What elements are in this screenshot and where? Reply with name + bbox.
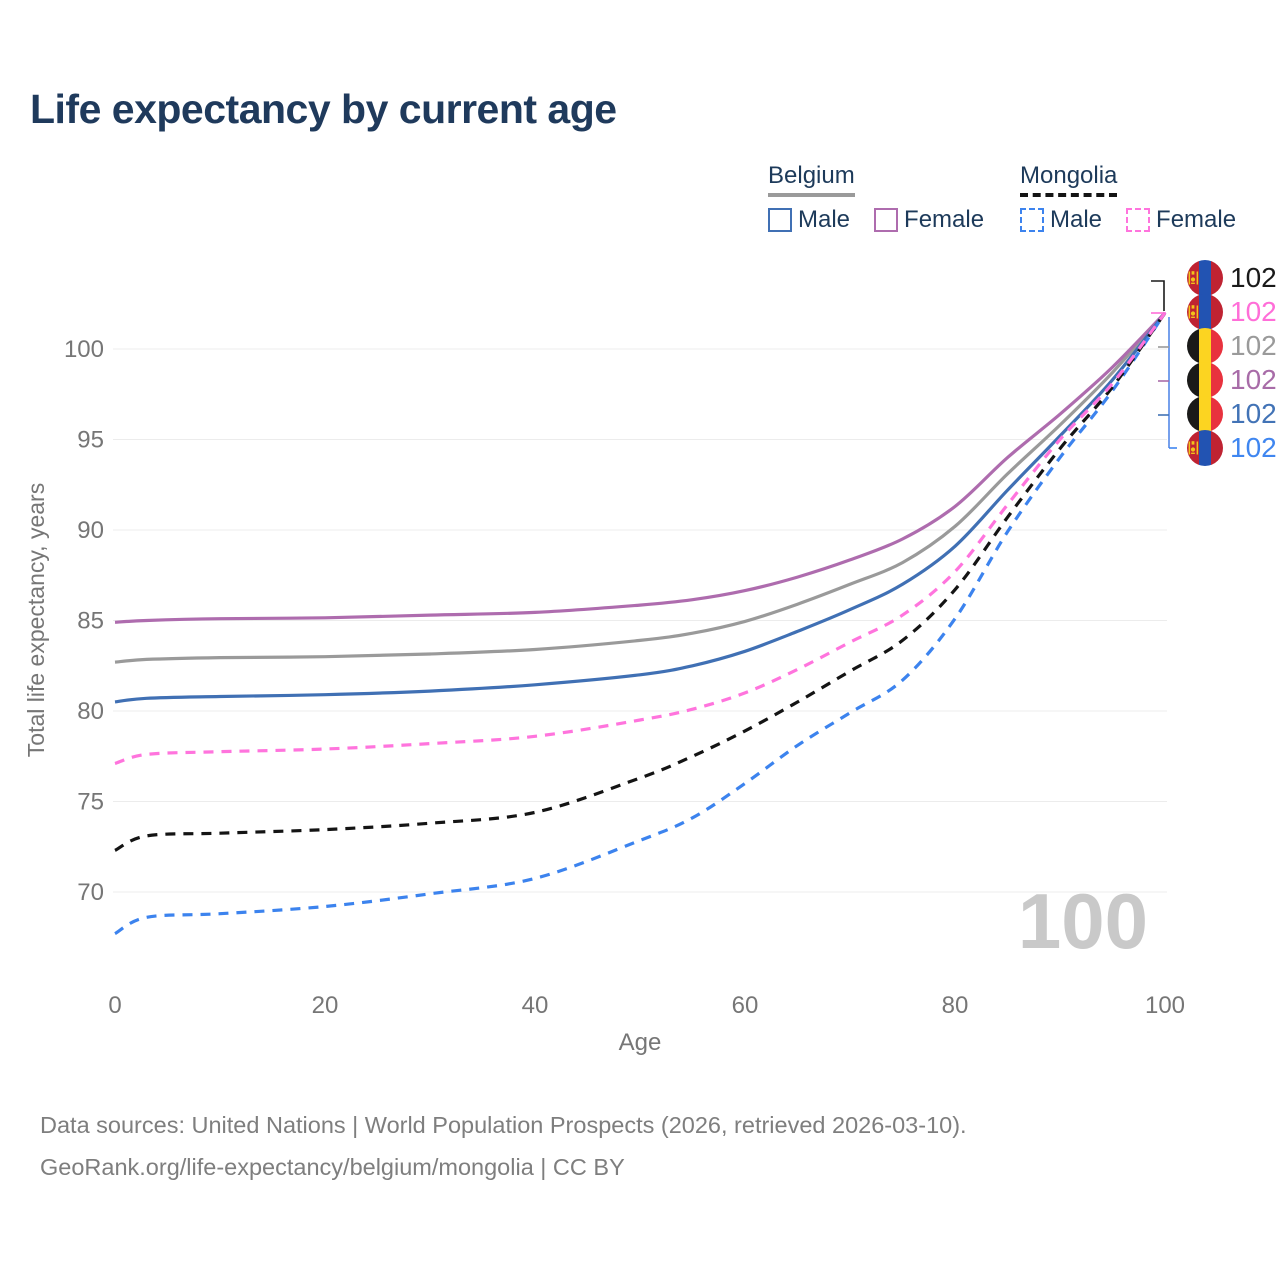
series-lines: [114, 311, 1167, 936]
y-tick-80: 80: [77, 698, 104, 725]
end-label-belgium: 102: [1187, 328, 1277, 364]
belgium-female-swatch-icon: [874, 208, 899, 232]
end-label-mongolia-male: 102: [1187, 430, 1277, 466]
mongolia-flag-icon: [1187, 430, 1223, 466]
y-tick-85: 85: [77, 608, 104, 635]
legend-items-belgium: Male Female: [768, 206, 984, 234]
series-line-belgium-both[interactable]: [114, 311, 1167, 664]
legend-item-mongolia-female[interactable]: Female: [1126, 206, 1236, 234]
end-label-mongolia: 102: [1187, 260, 1277, 296]
x-axis-title: Age: [619, 1029, 662, 1056]
data-sources-line: Data sources: United Nations | World Pop…: [40, 1112, 967, 1138]
mongolia-flag-icon: [1187, 294, 1223, 330]
legend-heading-mongolia: Mongolia: [1020, 162, 1118, 197]
series-line-mongolia-both[interactable]: [114, 311, 1167, 852]
legend-heading-belgium: Belgium: [768, 162, 855, 197]
legend-item-belgium-male[interactable]: Male: [768, 206, 850, 234]
legend-item-belgium-female[interactable]: Female: [874, 206, 984, 234]
legend-group-belgium: Belgium Male Female: [768, 162, 984, 234]
x-tick-60: 60: [732, 992, 759, 1019]
y-tick-75: 75: [77, 789, 104, 816]
legend-label: Female: [904, 206, 985, 233]
series-line-mongolia-female[interactable]: [114, 311, 1167, 766]
series-line-belgium-female[interactable]: [114, 311, 1167, 624]
end-label-belgium-female: 102: [1187, 362, 1277, 398]
footer: Data sources: United Nations | World Pop…: [40, 1104, 967, 1188]
mongolia-male-swatch-icon: [1020, 208, 1044, 232]
belgium-flag-icon: [1187, 362, 1223, 398]
legend-label: Male: [1050, 206, 1103, 233]
belgium-flag-icon: [1187, 328, 1223, 364]
age-watermark: 100: [1018, 877, 1148, 965]
belgium-flag-icon: [1187, 396, 1223, 432]
mongolia-flag-icon: [1187, 260, 1223, 296]
end-value-label: 102: [1230, 432, 1277, 463]
series-line-belgium-male[interactable]: [114, 311, 1167, 704]
y-tick-95: 95: [77, 427, 104, 454]
legend-label: Male: [798, 206, 851, 233]
belgium-male-swatch-icon: [768, 208, 792, 232]
series-line-mongolia-male[interactable]: [114, 311, 1167, 936]
leader-line: [1151, 280, 1165, 311]
leader-lines: [1151, 280, 1177, 449]
page-title: Life expectancy by current age: [30, 86, 617, 132]
end-value-label: 102: [1230, 364, 1277, 395]
attribution-line: GeoRank.org/life-expectancy/belgium/mong…: [40, 1154, 625, 1180]
legend-items-mongolia: Male Female: [1020, 206, 1236, 234]
y-tick-70: 70: [77, 879, 104, 906]
legend-label: Female: [1156, 206, 1237, 233]
y-tick-100: 100: [64, 336, 104, 363]
end-value-label: 102: [1230, 398, 1277, 429]
y-tick-90: 90: [77, 517, 104, 544]
x-tick-80: 80: [942, 992, 969, 1019]
legend-group-mongolia: Mongolia Male Female: [1020, 162, 1236, 234]
legend-item-mongolia-male[interactable]: Male: [1020, 206, 1102, 234]
x-tick-20: 20: [312, 992, 339, 1019]
end-label-mongolia-female: 102: [1187, 294, 1277, 330]
x-tick-40: 40: [522, 992, 549, 1019]
x-tick-0: 0: [108, 992, 121, 1019]
end-value-label: 102: [1230, 296, 1277, 327]
end-label-belgium-male: 102: [1187, 396, 1277, 432]
gridlines-and-ticks: 70 75 80 85 90 95 100 0 20 40 60 80 100: [64, 336, 1185, 1019]
x-tick-100: 100: [1145, 992, 1185, 1019]
mongolia-female-swatch-icon: [1126, 208, 1151, 232]
end-value-label: 102: [1230, 330, 1277, 361]
y-axis-title: Total life expectancy, years: [23, 483, 49, 757]
end-value-label: 102: [1230, 262, 1277, 293]
